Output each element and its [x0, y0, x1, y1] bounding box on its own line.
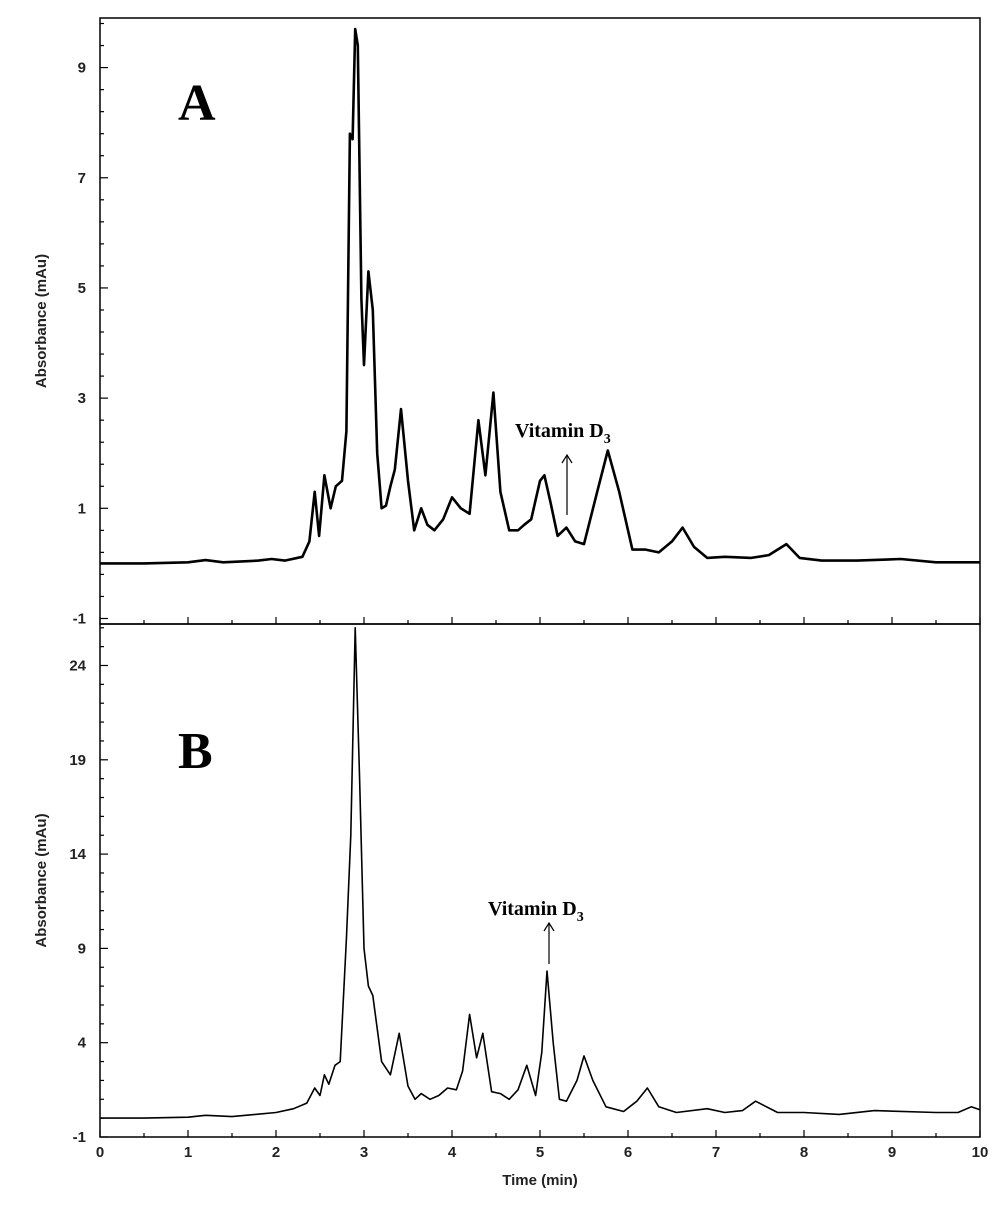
panel-b-y-tick-label: 19	[69, 752, 86, 769]
panel-b-x-tick-label: 1	[184, 1144, 192, 1161]
panel-b: -1 4 9 14 19 24 0 1 2 3 4 5 6 7 8 9 10 Absorbance (mAu) Ti…	[33, 623, 989, 1189]
panel-a-y-tick-label: -1	[73, 610, 86, 627]
panel-b-x-tick-label: 3	[360, 1144, 368, 1161]
panel-b-x-tick-label: 9	[888, 1144, 896, 1161]
panel-a-y-axis-title: Absorbance (mAu)	[33, 254, 50, 388]
panel-a-arrow-icon	[561, 453, 573, 464]
panel-b-vitamin-d3-annotation: Vitamin D3	[488, 898, 584, 925]
panel-b-x-tick-label: 6	[624, 1144, 632, 1161]
panel-b-y-tick-label: 14	[69, 846, 86, 863]
panel-b-y-tick-label: 9	[78, 940, 86, 957]
panel-b-label: B	[178, 723, 213, 780]
panel-a-label: A	[178, 75, 216, 132]
panel-b-x-tick-label: 7	[712, 1144, 720, 1161]
panel-a-vitamin-d3-annotation: Vitamin D3	[515, 420, 611, 447]
panel-a-y-tick-label: 7	[78, 170, 86, 187]
panel-b-y-tick-label: 4	[78, 1035, 87, 1052]
panel-a-y-tick-label: 1	[78, 500, 86, 517]
panel-b-chromatogram-trace	[100, 627, 981, 1119]
panel-b-x-tick-label: 2	[272, 1144, 280, 1161]
panel-b-arrow-icon	[543, 921, 555, 932]
panel-b-x-tick-label: 10	[972, 1144, 989, 1161]
panel-a-y-tick-label: 5	[78, 280, 86, 297]
panel-b-x-tick-label: 4	[448, 1144, 457, 1161]
panel-a-y-tick-label: 9	[78, 60, 86, 77]
panel-b-x-axis-title: Time (min)	[502, 1172, 578, 1189]
panel-a-chromatogram-trace	[100, 27, 980, 565]
panel-b-x-tick-label: 0	[96, 1144, 104, 1161]
panel-b-y-tick-label: -1	[73, 1129, 86, 1146]
panel-a-y-tick-label: 3	[78, 390, 86, 407]
panel-b-x-tick-label: 8	[800, 1144, 808, 1161]
panel-b-x-tick-label: 5	[536, 1144, 544, 1161]
panel-b-y-axis-title: Absorbance (mAu)	[33, 813, 50, 947]
panel-b-y-tick-label: 24	[69, 657, 86, 674]
